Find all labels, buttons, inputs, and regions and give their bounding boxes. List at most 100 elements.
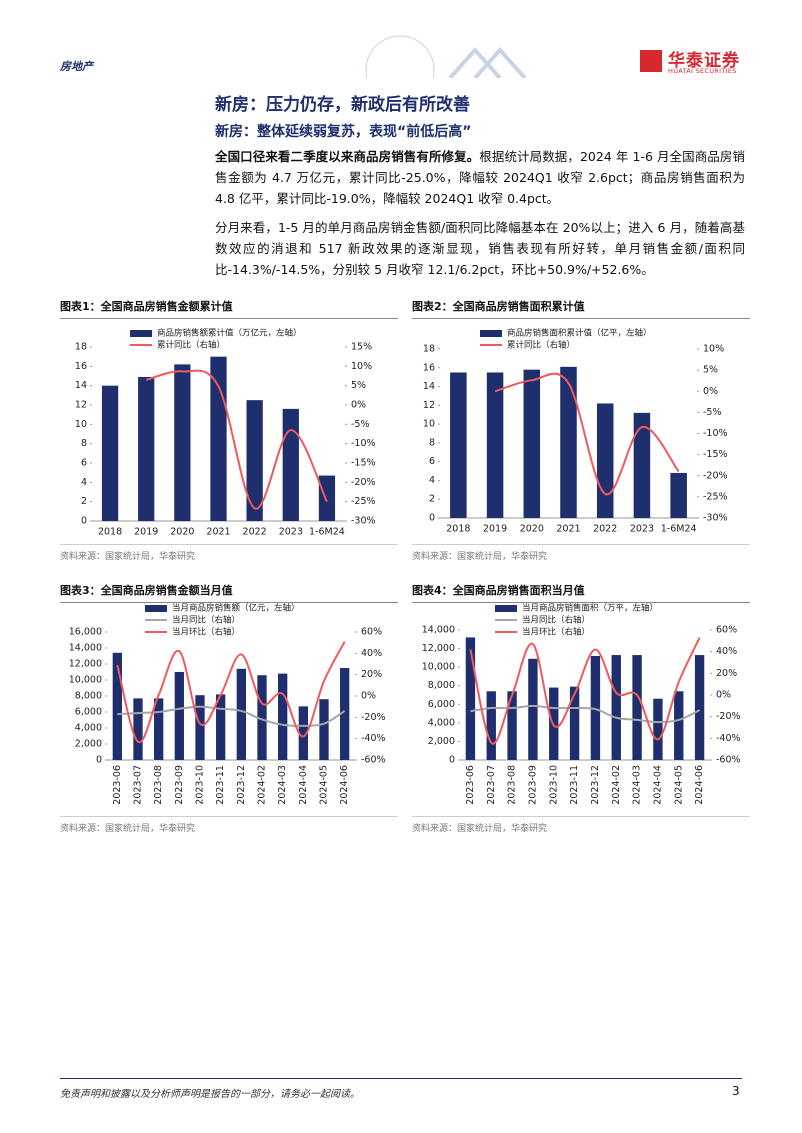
- x-tick-label: 2018: [446, 524, 470, 535]
- bar: [450, 372, 467, 518]
- bar: [174, 364, 191, 521]
- x-tick-label: 2023-08: [153, 765, 164, 805]
- x-tick-label: 2023-11: [569, 765, 580, 805]
- y2-tick-label: 60%: [361, 627, 382, 638]
- line: [145, 369, 328, 510]
- legend-swatch: [145, 605, 167, 612]
- y-tick-label: 2: [429, 494, 435, 505]
- bar: [653, 698, 663, 760]
- bar: [340, 668, 350, 760]
- bar: [596, 403, 614, 518]
- y2-tick-label: -40%: [361, 733, 386, 744]
- bar: [670, 472, 687, 518]
- bar: [210, 356, 227, 521]
- logo-subtext: HUATAI SECURITIES: [668, 67, 737, 75]
- y-tick-label: 16: [75, 361, 87, 372]
- chart: 0 2 4 6 8 10 12 14 16 18 -30% -25% -20% -15% -10% -5% 0%…: [75, 328, 376, 538]
- y2-tick-label: 10%: [351, 361, 372, 372]
- body-text: 分月来看，1-5 月的单月商品房销金售额/面积同比降幅基本在 20%以上；进入 …: [215, 220, 745, 277]
- line: [117, 705, 346, 727]
- sector: 房地产: [60, 60, 93, 73]
- x-tick-label: 2023-07: [133, 765, 144, 805]
- y-tick-label: 12: [423, 400, 435, 411]
- y-tick-label: 6,000: [428, 699, 455, 710]
- legend-label: 累计同比（右轴）: [157, 340, 225, 351]
- legend-label: 当月商品房销售面积（万平，左轴）: [522, 603, 658, 614]
- y2-tick-label: 0%: [351, 400, 366, 411]
- y-tick-label: 4: [429, 475, 435, 486]
- y-tick-label: 0: [429, 513, 435, 524]
- y2-tick-label: -25%: [351, 496, 376, 507]
- logo-text: 华泰证券: [668, 51, 740, 71]
- bar: [486, 372, 504, 518]
- x-tick-label: 2023: [630, 524, 654, 535]
- bar: [694, 655, 705, 760]
- y-tick-label: 14,000: [69, 643, 102, 654]
- bar: [236, 668, 246, 760]
- y-tick-label: 10,000: [69, 675, 102, 686]
- legend-label: 当月同比（右轴）: [522, 615, 590, 626]
- figure-caption: 图表4：全国商品房销售面积当月值: [412, 582, 750, 603]
- y-tick-label: 2,000: [428, 736, 455, 747]
- line: [494, 372, 680, 495]
- legend-swatch: [495, 605, 517, 612]
- y-tick-label: 14,000: [422, 625, 455, 636]
- bar: [486, 691, 496, 760]
- y2-tick-label: -5%: [703, 407, 722, 418]
- bar: [174, 672, 184, 760]
- x-tick-label: 2023-06: [465, 765, 476, 805]
- bar: [633, 412, 651, 518]
- bar: [569, 686, 580, 760]
- y2-tick-label: -20%: [703, 470, 728, 481]
- y2-tick-label: -30%: [703, 513, 728, 524]
- bar: [257, 675, 267, 760]
- bar: [674, 691, 684, 760]
- figure-source: 资料来源：国家统计局，华泰研究: [60, 816, 398, 834]
- chart: 0 2 4 6 8 10 12 14 16 18 -30% -25% -20% -15% -10% -5% 0%…: [423, 328, 728, 535]
- x-tick-label: 2024-03: [632, 765, 643, 805]
- y-tick-label: 12,000: [422, 643, 455, 654]
- y-tick-label: 16: [423, 362, 435, 373]
- bar: [611, 655, 621, 760]
- x-tick-label: 2023-08: [507, 765, 518, 805]
- y2-tick-label: 20%: [361, 669, 382, 680]
- y-tick-label: 8: [429, 437, 435, 448]
- chart: 0 2,000 4,000 6,000 8,000 10,000 12,000 14,000 1…: [69, 603, 386, 805]
- x-tick-label: 2023-09: [174, 765, 185, 805]
- y-tick-label: 4,000: [428, 717, 455, 728]
- legend-swatch: [130, 330, 152, 337]
- bar: [528, 658, 538, 760]
- x-tick-label: 2021: [206, 527, 230, 538]
- y-tick-label: 8: [81, 438, 87, 449]
- paragraph: 全国口径来看二季度以来商品房销售有所修复。根据统计局数据，2024 年 1-6 …: [215, 146, 745, 209]
- x-tick-label: 2023-12: [236, 765, 247, 805]
- figure-caption: 图表2：全国商品房销售面积累计值: [412, 298, 750, 319]
- figure-caption: 图表3：全国商品房销售金额当月值: [60, 582, 398, 603]
- legend-label: 当月商品房销售额（亿元，左轴）: [172, 603, 300, 614]
- bar: [318, 475, 336, 521]
- y2-tick-label: 40%: [361, 648, 382, 659]
- bar: [278, 673, 288, 760]
- y2-tick-label: -15%: [351, 458, 376, 469]
- body-text: 根据统计局数据，2024 年 1-6 月全国商品房销售金额为 4.7 万亿元，累…: [215, 149, 745, 206]
- bar: [298, 706, 308, 760]
- y-tick-label: 0: [81, 516, 87, 527]
- y-tick-label: 12: [75, 400, 87, 411]
- y2-tick-label: -30%: [351, 516, 376, 527]
- x-tick-label: 2019: [134, 527, 158, 538]
- x-tick-label: 2020: [170, 527, 194, 538]
- y2-tick-label: -60%: [716, 755, 741, 766]
- y-tick-label: 0: [96, 755, 102, 766]
- heading: 新房：压力仍存，新政后有所改善: [215, 95, 470, 115]
- y2-tick-label: 20%: [716, 668, 737, 679]
- figure-source: 资料来源：国家统计局，华泰研究: [412, 816, 750, 834]
- y2-tick-label: -20%: [361, 712, 386, 723]
- subheading: 新房：整体延续弱复苏，表现“前低后高”: [215, 124, 472, 140]
- bar: [195, 695, 205, 760]
- bar: [507, 691, 517, 760]
- figure-caption: 图表1：全国商品房销售金额累计值: [60, 298, 398, 319]
- x-tick-label: 2023-12: [590, 765, 601, 805]
- y2-tick-label: -10%: [351, 438, 376, 449]
- y2-tick-label: -20%: [716, 711, 741, 722]
